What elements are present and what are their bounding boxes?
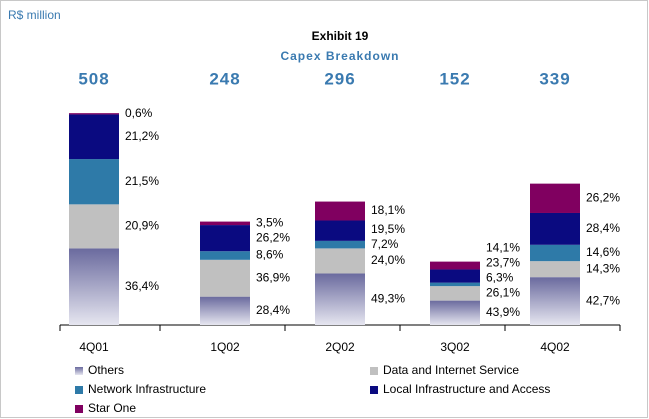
bar-segment [315,220,365,241]
data-label: 18,1% [371,203,405,217]
bar-segment [69,248,119,325]
data-label: 20,9% [125,219,159,233]
x-tick-label: 4Q02 [540,340,570,354]
bar-segment [69,114,119,160]
bar-segment [200,221,250,226]
total-label: 339 [539,69,570,88]
bar-segment [200,296,250,325]
data-label: 14,3% [586,261,620,275]
bar-segment [530,277,580,325]
data-label: 26,2% [586,190,620,204]
bar-segment [430,300,480,325]
legend-label: Star One [88,401,136,415]
data-label: 8,6% [256,248,284,262]
data-label: 6,3% [486,271,514,285]
x-tick-label: 1Q02 [210,340,240,354]
bar-segment [530,244,580,262]
data-label: 26,2% [256,230,290,244]
bar-segment [69,159,119,205]
bar-segment [315,248,365,274]
data-label: 19,5% [371,222,405,236]
unit-label: R$ million [8,8,61,22]
bar-segment [430,286,480,301]
bar-segment [315,273,365,325]
bar-segment [315,201,365,221]
data-label: 7,2% [371,237,399,251]
data-label: 3,5% [256,215,284,229]
chart-title: Exhibit 19 [312,29,369,43]
data-label: 26,1% [486,286,520,300]
x-tick-label: 4Q01 [79,340,109,354]
total-label: 248 [209,69,240,88]
legend-swatch [75,405,83,413]
bar-segment [530,261,580,278]
legend-swatch [370,367,378,375]
bar-segment [200,225,250,252]
legend-swatch [75,386,83,394]
x-tick-label: 3Q02 [440,340,470,354]
data-label: 28,4% [586,221,620,235]
bar-segment [200,251,250,260]
data-label: 21,2% [125,129,159,143]
chart-subtitle: Capex Breakdown [280,49,399,63]
total-label: 508 [78,69,109,88]
bar-segment [530,212,580,245]
legend-swatch [370,386,378,394]
legend-label: Network Infrastructure [88,382,206,396]
data-label: 0,6% [125,106,153,120]
data-label: 43,9% [486,305,520,319]
bar-segment [530,183,580,213]
data-label: 14,6% [586,245,620,259]
data-label: 23,7% [486,256,520,270]
legend-swatch [75,367,83,375]
data-label: 24,0% [371,253,405,267]
bar-segment [315,240,365,249]
bar-segment [69,113,119,115]
bar-segment [430,269,480,283]
bar-segment [430,261,480,270]
data-label: 36,9% [256,270,290,284]
total-label: 152 [439,69,470,88]
legend-label: Others [88,363,124,377]
bar-segment [69,204,119,249]
legend-label: Data and Internet Service [383,363,519,377]
data-label: 49,3% [371,291,405,305]
data-label: 28,4% [256,303,290,317]
total-label: 296 [324,69,355,88]
data-label: 21,5% [125,174,159,188]
data-label: 42,7% [586,293,620,307]
bar-segment [200,259,250,297]
data-label: 36,4% [125,279,159,293]
bar-segment [430,282,480,287]
x-tick-label: 2Q02 [325,340,355,354]
legend-label: Local Infrastructure and Access [383,382,550,396]
data-label: 14,1% [486,241,520,255]
